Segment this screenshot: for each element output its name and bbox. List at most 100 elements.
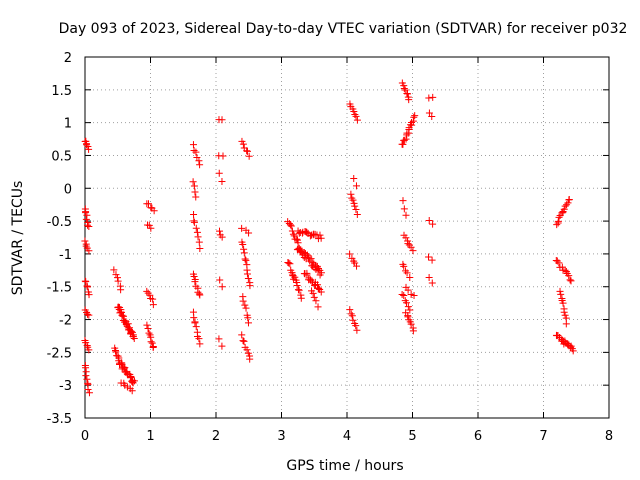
data-point — [190, 182, 198, 190]
data-point — [565, 196, 573, 204]
data-point — [402, 234, 410, 242]
data-point — [218, 116, 226, 124]
data-point — [85, 222, 93, 230]
x-tick-label: 8 — [605, 429, 613, 444]
data-point — [196, 161, 204, 169]
data-point — [409, 327, 417, 335]
data-points — [81, 79, 577, 397]
data-point — [408, 118, 416, 126]
data-point — [310, 293, 318, 301]
y-tick-label: 0 — [64, 182, 72, 197]
data-point — [244, 319, 252, 327]
data-point — [314, 303, 322, 311]
data-point — [84, 221, 92, 229]
data-point — [196, 245, 204, 253]
data-point — [85, 311, 93, 319]
y-tick-label: 1.5 — [51, 84, 72, 99]
data-point — [196, 291, 204, 299]
data-point — [309, 289, 317, 297]
data-point — [554, 217, 562, 225]
data-point — [241, 301, 249, 309]
data-point — [150, 207, 158, 215]
data-point — [407, 320, 415, 328]
data-point — [127, 327, 135, 335]
data-point — [84, 386, 92, 394]
data-point — [403, 269, 411, 277]
data-point — [83, 310, 91, 318]
data-point — [218, 283, 226, 291]
data-point — [128, 387, 136, 395]
data-point — [562, 320, 570, 328]
data-point — [406, 306, 414, 314]
data-point — [350, 257, 358, 265]
data-point — [239, 337, 247, 345]
data-point — [285, 259, 293, 267]
data-point — [287, 222, 295, 230]
data-point — [317, 234, 325, 242]
data-point — [556, 287, 564, 295]
data-point — [82, 372, 90, 380]
data-point — [149, 343, 157, 351]
data-point — [190, 211, 198, 219]
data-point — [353, 326, 361, 334]
data-point — [149, 295, 157, 303]
data-point — [400, 85, 408, 93]
data-point — [145, 329, 153, 337]
data-point — [347, 190, 355, 198]
data-point — [411, 112, 419, 120]
data-point — [120, 316, 128, 324]
data-point — [560, 205, 568, 213]
data-point — [192, 224, 200, 232]
data-point — [350, 107, 358, 115]
data-point — [398, 291, 406, 299]
data-point — [196, 340, 204, 348]
data-point — [191, 278, 199, 286]
data-point — [289, 230, 297, 238]
data-point — [314, 281, 322, 289]
data-point — [195, 335, 203, 343]
data-point — [110, 266, 118, 274]
y-tick-label: -2.5 — [47, 346, 72, 361]
data-point — [240, 249, 248, 257]
x-tick-labels: 0 1 2 3 4 5 6 7 8 — [81, 429, 613, 444]
data-point — [145, 200, 153, 208]
data-point — [190, 272, 198, 280]
data-point — [569, 347, 577, 355]
data-point — [85, 389, 93, 397]
data-point — [83, 141, 91, 149]
data-point — [557, 290, 565, 298]
data-point — [317, 288, 325, 296]
data-point — [425, 94, 433, 102]
data-point — [246, 282, 254, 290]
data-point — [400, 262, 408, 270]
data-point — [123, 321, 131, 329]
data-point — [85, 145, 93, 153]
data-point — [130, 334, 138, 342]
data-point — [218, 177, 226, 185]
data-point — [399, 197, 407, 205]
data-point — [240, 337, 248, 345]
y-tick-label: -3.5 — [47, 412, 72, 427]
data-point — [149, 301, 157, 309]
data-point — [428, 256, 436, 264]
data-point — [83, 211, 91, 219]
data-point — [114, 277, 122, 285]
y-tick-label: 1 — [64, 117, 72, 132]
data-point — [349, 196, 357, 204]
data-point — [126, 324, 134, 332]
data-point — [294, 239, 302, 247]
data-point — [127, 372, 135, 380]
x-tick-label: 4 — [343, 429, 351, 444]
data-point — [294, 286, 302, 294]
data-point — [346, 306, 354, 314]
data-point — [130, 377, 138, 385]
data-point — [559, 299, 567, 307]
y-axis-label: SDTVAR / TECUs — [10, 181, 26, 296]
data-point — [143, 321, 151, 329]
data-point — [403, 299, 411, 307]
data-point — [307, 255, 315, 263]
data-point — [291, 273, 299, 281]
data-point — [192, 193, 200, 201]
data-point — [121, 364, 129, 372]
data-point — [309, 258, 317, 266]
